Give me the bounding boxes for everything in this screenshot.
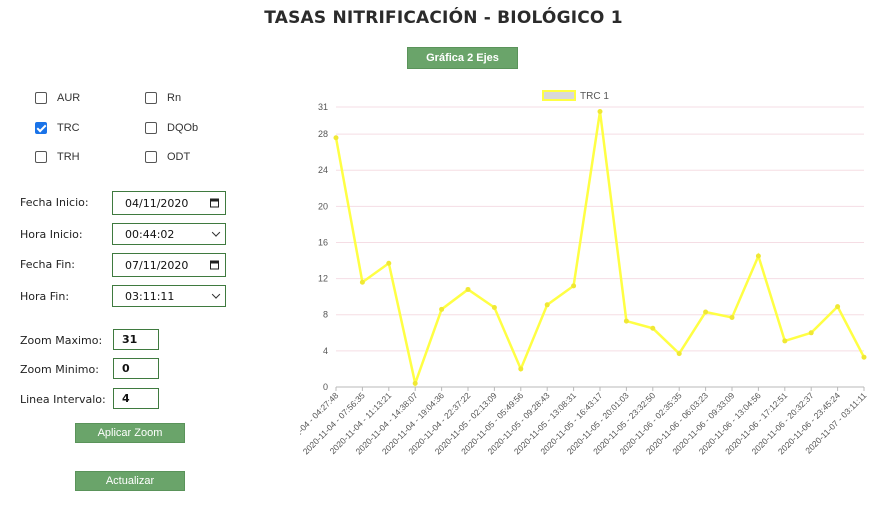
interval-input[interactable]: 4 (113, 388, 159, 409)
end-time-label: Hora Fin: (20, 290, 70, 303)
checkbox-box[interactable] (145, 122, 157, 134)
update-button[interactable]: Actualizar (75, 471, 185, 491)
y-axis-ticks: 0 4 8 12 16 20 24 28 31 (318, 102, 328, 392)
y-tick-label: 4 (323, 346, 328, 356)
checkbox-label: DQOb (167, 122, 199, 134)
start-date-value: 04/11/2020 (125, 196, 189, 210)
data-point (386, 260, 392, 266)
zoom-max-label: Zoom Maximo: (20, 334, 103, 347)
zoom-min-label: Zoom Minimo: (20, 363, 99, 376)
calendar-icon[interactable] (210, 260, 219, 270)
start-time-value: 00:44:02 (125, 227, 175, 241)
data-point (755, 253, 761, 259)
y-tick-label: 28 (318, 129, 328, 139)
checkmark-icon[interactable] (35, 122, 47, 134)
y-tick-label: 24 (318, 165, 328, 175)
data-point (333, 135, 339, 141)
end-date-input[interactable]: 07/11/2020 (112, 253, 226, 277)
checkbox-dqob[interactable]: DQOb (145, 122, 198, 134)
checkbox-label: TRC (57, 122, 80, 134)
y-tick-label: 12 (318, 274, 328, 284)
y-tick-label: 20 (318, 201, 328, 211)
legend-label: TRC 1 (580, 91, 609, 102)
checkbox-label: ODT (167, 151, 191, 163)
y-tick-label: 0 (323, 382, 328, 392)
apply-zoom-button[interactable]: Aplicar Zoom (75, 423, 185, 443)
data-point (623, 318, 629, 324)
data-point (703, 309, 709, 315)
data-point (861, 354, 867, 360)
graph-two-axes-button[interactable]: Gráfica 2 Ejes (407, 47, 518, 69)
data-point (412, 380, 418, 386)
data-point (491, 305, 497, 311)
page-title: TASAS NITRIFICACIÓN - BIOLÓGICO 1 (264, 8, 623, 28)
y-tick-label: 8 (323, 310, 328, 320)
data-point (359, 279, 365, 285)
chart-legend: TRC 1 (542, 90, 609, 102)
y-tick-label: 16 (318, 237, 328, 247)
data-point (544, 302, 550, 308)
checkbox-box[interactable] (35, 92, 47, 104)
chart-series (333, 109, 867, 388)
data-point (782, 338, 788, 344)
checkbox-box[interactable] (35, 151, 47, 163)
checkbox-odt[interactable]: ODT (145, 151, 190, 163)
data-point (571, 283, 577, 289)
checkbox-trh[interactable]: TRH (35, 151, 80, 163)
start-time-select[interactable]: 00:44:02 (112, 223, 226, 245)
zoom-min-input[interactable]: 0 (113, 358, 159, 379)
data-point (808, 330, 814, 336)
chart-grid (336, 106, 864, 388)
interval-label: Linea Intervalo: (20, 393, 106, 406)
start-date-label: Fecha Inicio: (20, 196, 89, 209)
data-point (439, 306, 445, 312)
data-point (650, 325, 656, 331)
end-date-value: 07/11/2020 (125, 258, 189, 272)
checkbox-label: Rn (167, 92, 182, 104)
chevron-down-icon[interactable] (211, 228, 221, 237)
end-time-select[interactable]: 03:11:11 (112, 285, 226, 307)
calendar-icon[interactable] (210, 198, 219, 208)
data-point (676, 351, 682, 357)
data-point (597, 109, 603, 115)
data-point (835, 304, 841, 310)
y-tick-label: 31 (318, 102, 328, 112)
checkbox-rn[interactable]: Rn (145, 92, 181, 104)
checkbox-trc[interactable]: TRC (35, 122, 80, 134)
data-point (518, 366, 524, 372)
zoom-max-input[interactable]: 31 (113, 329, 159, 350)
end-date-label: Fecha Fin: (20, 258, 76, 271)
checkbox-label: TRH (57, 151, 80, 163)
checkbox-label: AUR (57, 92, 81, 104)
checkbox-box[interactable] (145, 151, 157, 163)
checkbox-box[interactable] (145, 92, 157, 104)
checkbox-aur[interactable]: AUR (35, 92, 80, 104)
end-time-value: 03:11:11 (125, 289, 175, 303)
start-time-label: Hora Inicio: (20, 228, 83, 241)
line-chart: 0 4 8 12 16 20 24 28 31 2020-11-04 - 04:27:48202… (300, 90, 869, 456)
chevron-down-icon[interactable] (211, 290, 221, 299)
start-date-input[interactable]: 04/11/2020 (112, 191, 226, 215)
data-point (729, 314, 735, 320)
legend-swatch (542, 90, 576, 101)
data-point (465, 286, 471, 292)
